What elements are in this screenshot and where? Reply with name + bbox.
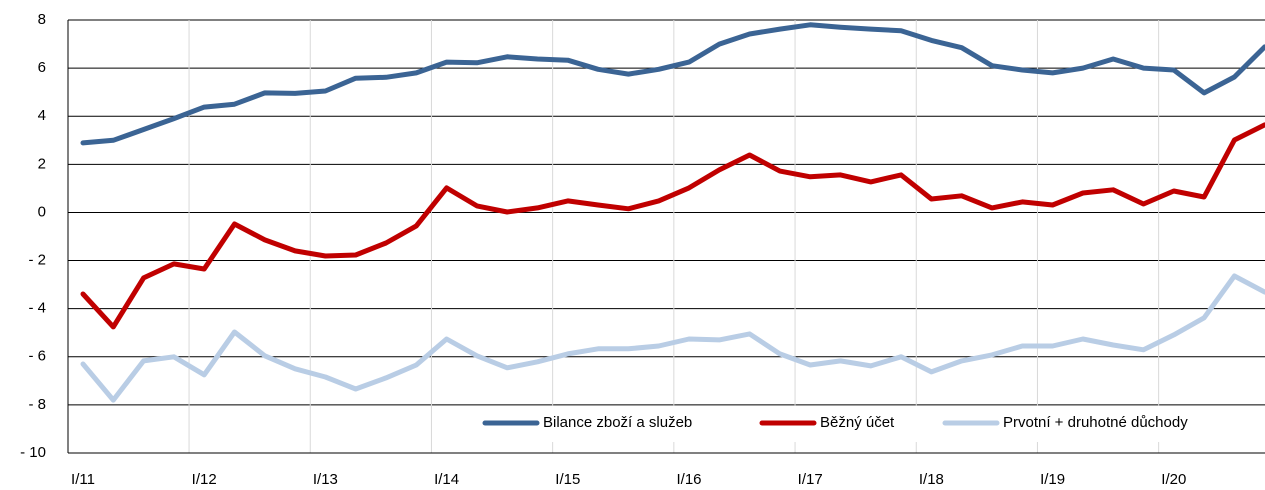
y-tick-label: - 2 bbox=[28, 252, 46, 269]
legend-label: Prvotní + druhotné důchody bbox=[1003, 414, 1188, 431]
x-tick-label: I/20 bbox=[1161, 471, 1186, 488]
y-tick-label: - 4 bbox=[28, 300, 46, 317]
x-tick-label: I/14 bbox=[434, 471, 459, 488]
series-line bbox=[80, 273, 1265, 403]
x-tick-label: I/11 bbox=[71, 471, 95, 488]
series-line bbox=[80, 22, 1265, 146]
y-tick-label: 4 bbox=[38, 107, 46, 124]
series-line bbox=[80, 122, 1265, 330]
y-tick-label: - 8 bbox=[28, 396, 46, 413]
y-tick-label: - 10 bbox=[20, 444, 46, 461]
x-tick-label: I/17 bbox=[798, 471, 823, 488]
x-tick-label: I/13 bbox=[313, 471, 338, 488]
legend: Bilance zboží a služeb Běžný účet Prvotní … bbox=[452, 406, 1264, 442]
x-tick-label: I/19 bbox=[1040, 471, 1065, 488]
y-tick-label: 8 bbox=[38, 11, 46, 28]
y-tick-label: - 6 bbox=[28, 348, 46, 365]
legend-box bbox=[452, 406, 1264, 442]
x-tick-label: I/15 bbox=[555, 471, 580, 488]
y-tick-label: 0 bbox=[38, 203, 46, 220]
y-tick-label: 6 bbox=[38, 59, 46, 76]
legend-label: Bilance zboží a služeb bbox=[543, 414, 692, 431]
y-tick-label: 2 bbox=[38, 155, 46, 172]
x-tick-label: I/16 bbox=[676, 471, 701, 488]
x-tick-label: I/12 bbox=[192, 471, 217, 488]
legend-label: Běžný účet bbox=[820, 414, 895, 431]
x-tick-label: I/18 bbox=[919, 471, 944, 488]
